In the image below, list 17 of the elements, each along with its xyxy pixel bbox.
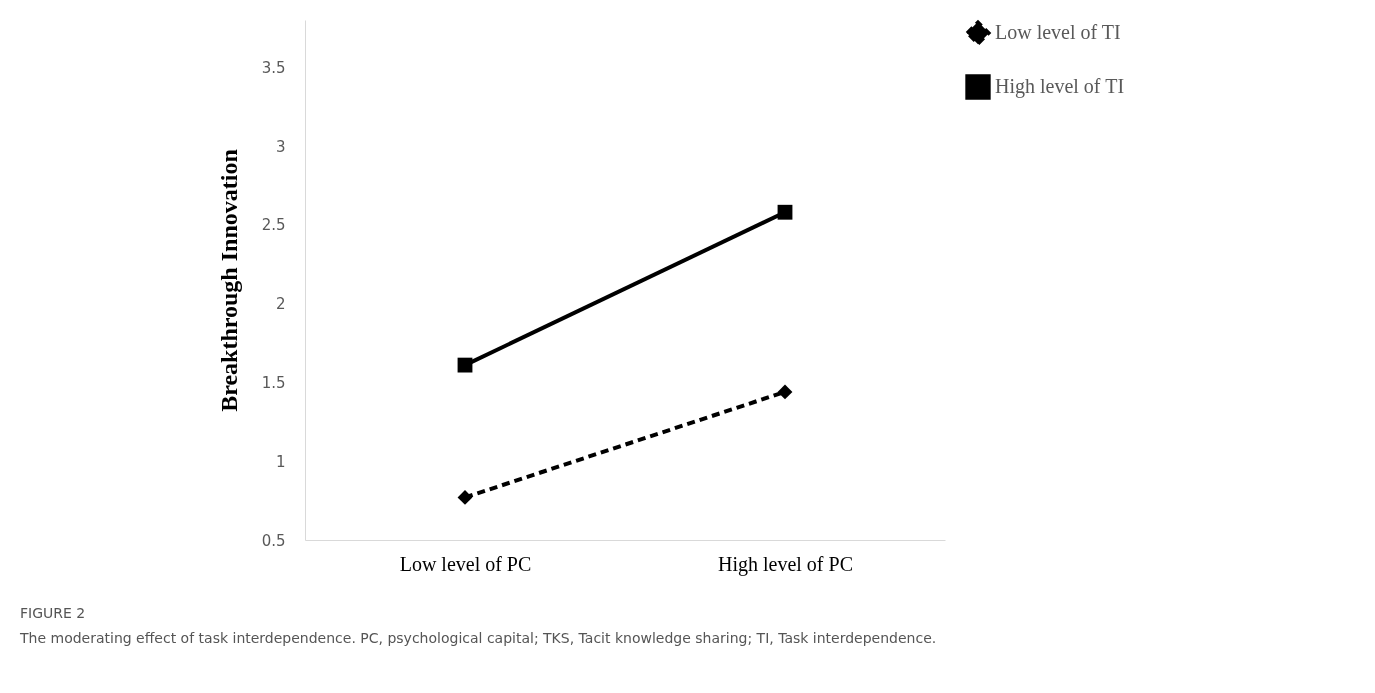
- y-tick-label: 3.5: [261, 58, 286, 77]
- point: [777, 204, 793, 220]
- text: The moderating effect of task interdependence. PC, psychological capital; TKS, Tacit knowledge sharing; TI, Task interdependence.: [19, 629, 937, 646]
- y-tick-label: 2: [275, 295, 286, 314]
- y-tick-label: 0.5: [261, 531, 286, 550]
- legend-label: High level of TI: [995, 75, 1125, 98]
- point: [457, 357, 473, 373]
- x-tick-label: High level of PC: [718, 552, 853, 576]
- point: [777, 384, 793, 400]
- legend-label: Low level of TI: [995, 21, 1121, 43]
- y-tick-label: 1: [275, 452, 286, 471]
- caption: FIGURE 2: [20, 604, 86, 621]
- y-axis-title: Breakthrough Innovation: [215, 149, 242, 412]
- x-tick-label: Low level of PC: [399, 552, 532, 575]
- y-tick-label: 1.5: [261, 373, 286, 392]
- y-tick-label: 2.5: [261, 216, 286, 235]
- y-tick-label: 3: [275, 137, 286, 156]
